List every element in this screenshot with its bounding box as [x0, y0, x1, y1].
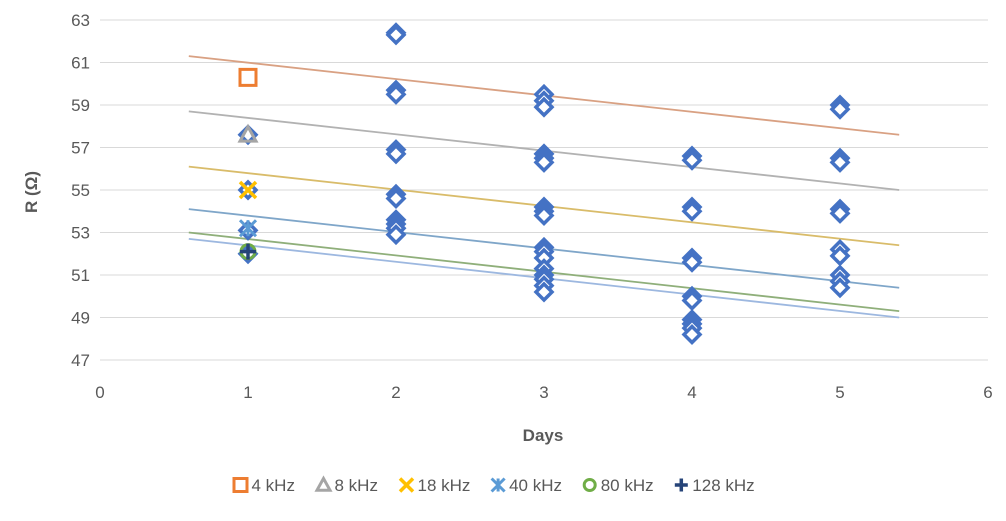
point-diamond	[533, 281, 555, 303]
y-tick-label: 49	[71, 309, 90, 328]
x-tick-label: 4	[687, 383, 696, 402]
y-axis-title: R (Ω)	[22, 171, 41, 213]
legend-item: 80 kHz	[582, 476, 654, 495]
point-diamond	[681, 324, 703, 345]
point-plus	[240, 243, 256, 260]
x-axis-title: Days	[523, 426, 564, 445]
x-tick-label: 2	[391, 383, 400, 402]
y-tick-label: 51	[71, 266, 90, 285]
y-tick-label: 61	[71, 54, 90, 73]
y-tick-label: 59	[71, 96, 90, 115]
point-diamond	[829, 151, 851, 173]
point-diamond	[829, 202, 851, 224]
point-circle	[582, 478, 597, 492]
point-triangle	[237, 123, 259, 143]
legend-item: 40 kHz	[490, 476, 562, 495]
point-diamond	[385, 188, 407, 209]
point-diamond	[829, 245, 851, 267]
point-diamond	[533, 151, 555, 173]
point-diamond	[385, 224, 407, 246]
point-square	[232, 477, 249, 493]
legend-label: 4 kHz	[252, 476, 295, 495]
legend-item: 18 kHz	[398, 476, 471, 495]
legend-item: 4 kHz	[232, 476, 295, 495]
point-x	[398, 477, 415, 493]
x-tick-label: 0	[95, 383, 104, 402]
x-tick-label: 5	[835, 383, 844, 402]
gridlines	[100, 19, 988, 361]
legend-label: 80 kHz	[601, 476, 654, 495]
point-triangle	[314, 475, 333, 492]
y-tick-label: 53	[71, 224, 90, 243]
legend-label: 40 kHz	[509, 476, 562, 495]
x-tick-label: 1	[243, 383, 252, 402]
point-diamond	[681, 200, 703, 222]
point-plus	[674, 478, 688, 492]
point-diamond	[385, 83, 407, 105]
x-tick-labels: 0 1 2 3 4 5 6	[95, 383, 992, 402]
point-star	[238, 219, 258, 238]
point-x	[238, 180, 258, 200]
point-diamond	[829, 98, 851, 120]
x-tick-label: 3	[539, 383, 548, 402]
point-diamond	[681, 149, 703, 171]
legend-label: 8 kHz	[335, 476, 378, 495]
x-tick-label: 6	[983, 383, 992, 402]
point-diamond	[237, 124, 259, 146]
legend-item: 128 kHz	[674, 476, 755, 495]
legend: 4 kHz 8 kHz 18 kHz 40 kHz 80 kHz 128 kHz	[232, 475, 755, 495]
point-star	[490, 477, 506, 493]
point-diamond	[385, 143, 407, 165]
legend-label: 128 kHz	[692, 476, 754, 495]
y-tick-label: 57	[71, 139, 90, 158]
legend-label: 18 kHz	[418, 476, 471, 495]
point-diamond	[385, 24, 407, 46]
point-diamond	[681, 290, 703, 311]
y-tick-label: 63	[71, 11, 90, 30]
legend-item: 8 kHz	[314, 475, 378, 495]
point-diamond	[533, 205, 555, 226]
point-diamond	[533, 96, 555, 118]
point-diamond	[829, 277, 851, 299]
data-points	[237, 22, 851, 345]
y-tick-label: 47	[71, 351, 90, 370]
y-tick-labels: 47 49 51 53 55 57 59 61 63	[71, 11, 90, 370]
point-diamond	[681, 251, 703, 273]
point-square	[238, 67, 258, 87]
y-tick-label: 55	[71, 181, 90, 200]
